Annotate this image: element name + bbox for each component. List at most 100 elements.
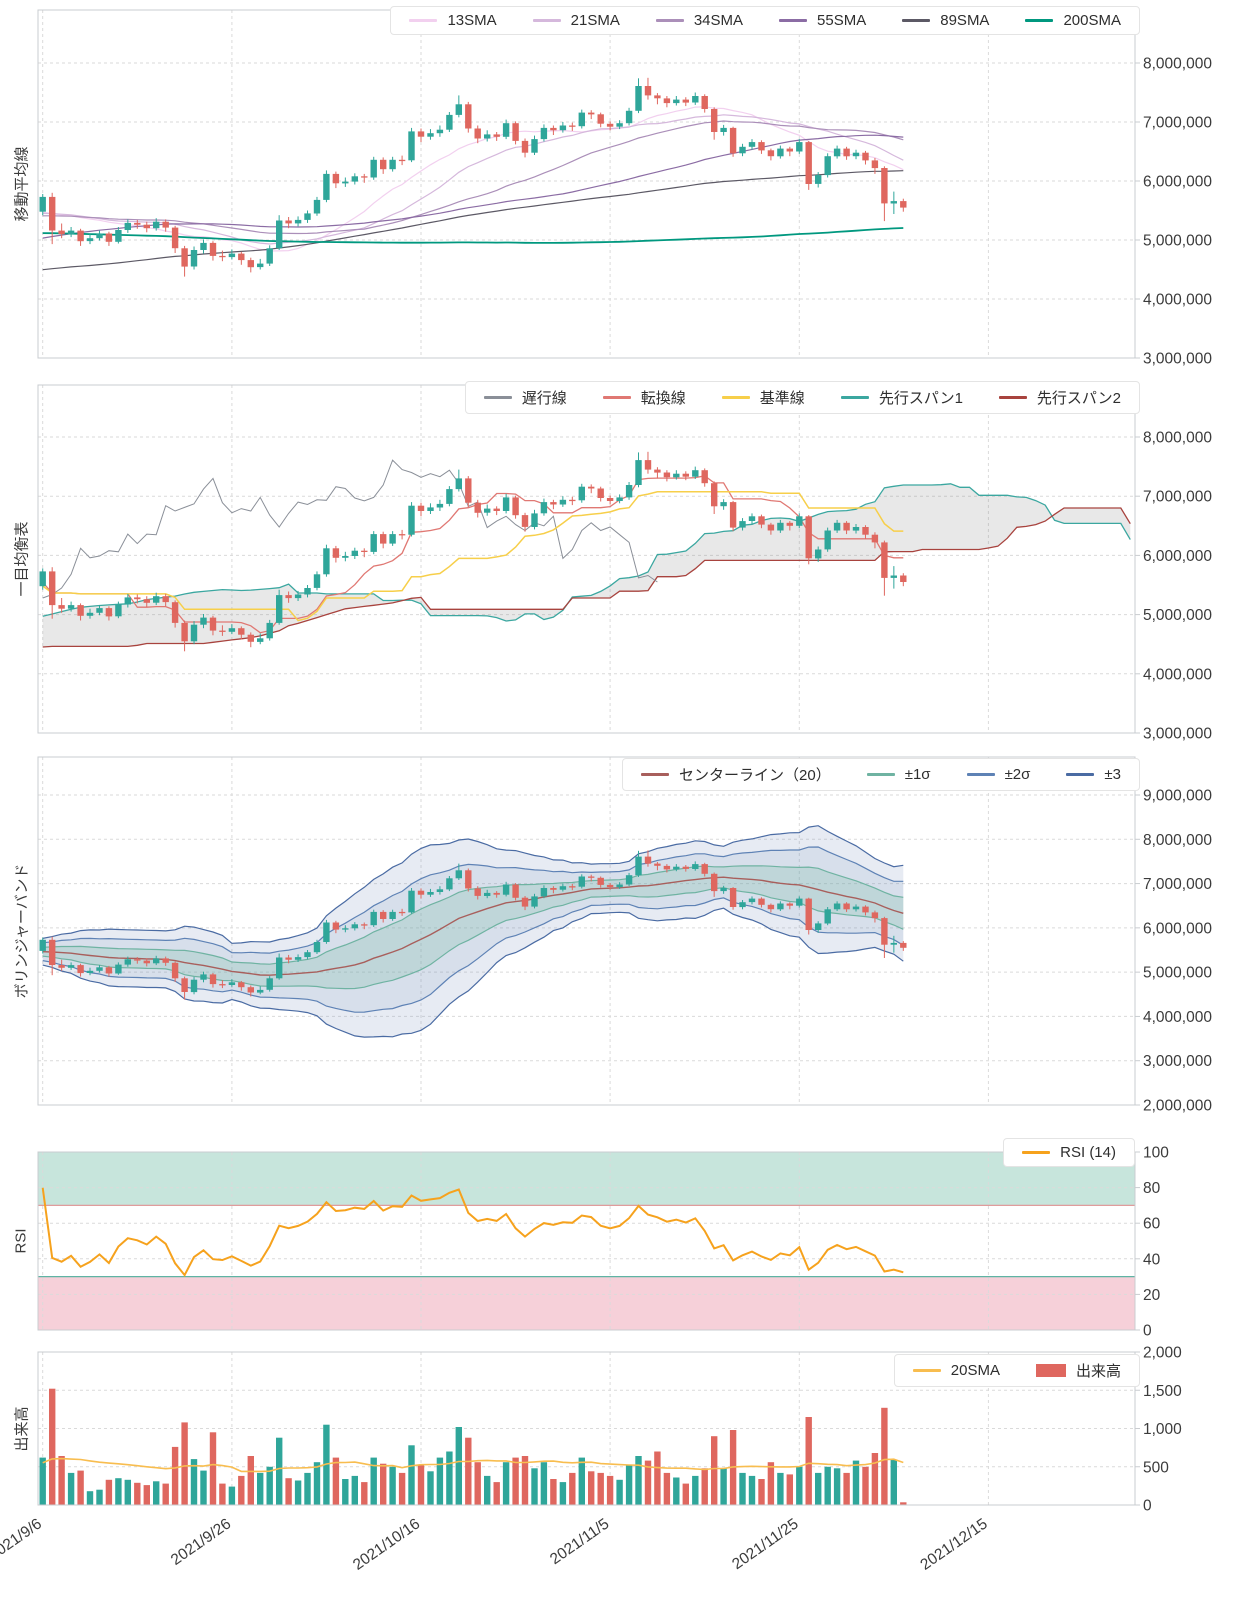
legend-label: ±3: [1104, 766, 1121, 783]
legend-swatch-icon: [532, 19, 561, 22]
legend-swatch-icon: [840, 396, 869, 399]
legend-label: 20SMA: [950, 1362, 1000, 1379]
legend-item[interactable]: 89SMA: [902, 12, 989, 29]
legend-swatch-icon: [721, 396, 750, 399]
legend-swatch-icon: [655, 19, 684, 22]
x-tick-label: 2021/11/25: [729, 1515, 801, 1573]
y-tick-label: 6,000,000: [1143, 548, 1212, 565]
legend-swatch-icon: [1066, 773, 1095, 776]
y-tick-label: 4,000,000: [1143, 292, 1212, 309]
legend-swatch-icon: [902, 19, 931, 22]
legend-swatch-icon: [409, 19, 438, 22]
legend-item[interactable]: 出来高: [1035, 1360, 1121, 1381]
axis-title-rsi: RSI: [12, 1228, 30, 1254]
legend-label: 遅行線: [521, 390, 567, 407]
y-tick-label: 6,000,000: [1143, 920, 1212, 937]
y-tick-label: 0: [1143, 1498, 1152, 1515]
legend-label: RSI (14): [1060, 1144, 1116, 1161]
axis-title-volume: 出来高: [13, 1406, 31, 1452]
legend-label: ±1σ: [904, 766, 931, 783]
y-tick-label: 2,000,000: [1143, 1098, 1212, 1115]
legend-label: 34SMA: [693, 12, 744, 29]
axis-title-moving-averages: 移動平均線: [13, 146, 31, 222]
legend-bollinger: センターライン（20） ±1σ ±2σ ±3: [622, 758, 1140, 791]
x-tick-label: 2021/11/5: [547, 1515, 612, 1568]
y-tick-label: 7,000,000: [1143, 115, 1212, 132]
legend-item[interactable]: 34SMA: [655, 12, 744, 29]
y-tick-label: 4,000,000: [1143, 666, 1212, 683]
x-tick-label: 2021/12/15: [917, 1515, 990, 1573]
legend-ichimoku: 遅行線 転換線 基準線 先行スパン1 先行スパン2: [464, 381, 1140, 414]
legend-label: 13SMA: [447, 12, 497, 29]
legend-label: センターライン（20）: [679, 767, 831, 784]
panel-volume: 2,000 1,500 1,000 500 0 2021/9/6 2021/9/26 2021…: [0, 1342, 1249, 1600]
legend-item[interactable]: 13SMA: [409, 12, 497, 29]
y-tick-label: 80: [1143, 1180, 1161, 1197]
legend-item[interactable]: 先行スパン2: [998, 387, 1121, 408]
axis-title-ichimoku: 一目均衡表: [13, 521, 31, 597]
legend-label: ±2σ: [1004, 766, 1031, 783]
legend-swatch-icon: [966, 773, 995, 776]
legend-label: 55SMA: [817, 12, 867, 29]
legend-label: 21SMA: [570, 12, 620, 29]
y-tick-label: 8,000,000: [1143, 56, 1212, 73]
legend-item[interactable]: 55SMA: [779, 12, 866, 29]
legend-item[interactable]: RSI (14): [1022, 1144, 1116, 1161]
panel-rsi: 100 80 60 40 20 0 RSI RSI (14): [0, 1122, 1249, 1342]
legend-swatch-icon: [1035, 1364, 1066, 1377]
legend-item[interactable]: 遅行線: [483, 387, 567, 408]
y-tick-label: 5,000,000: [1143, 607, 1212, 624]
moving-averages-chart[interactable]: 8,000,000 7,000,000 6,000,000 5,000,000 4,00…: [0, 0, 1249, 375]
legend-rsi: RSI (14): [1003, 1138, 1135, 1167]
y-tick-label: 0: [1143, 1323, 1152, 1340]
legend-swatch-icon: [1025, 19, 1054, 22]
ichimoku-chart[interactable]: 8,000,000 7,000,000 6,000,000 5,000,000 4,00…: [0, 375, 1249, 745]
legend-item[interactable]: 基準線: [721, 387, 805, 408]
legend-item[interactable]: 20SMA: [912, 1362, 1000, 1379]
legend-item[interactable]: ±2σ: [966, 766, 1031, 783]
volume-chart[interactable]: 2,000 1,500 1,000 500 0 2021/9/6 2021/9/26 2021…: [0, 1342, 1249, 1600]
legend-label: 出来高: [1075, 1363, 1121, 1380]
y-tick-label: 40: [1143, 1251, 1161, 1268]
axis-title-bollinger: ボリンジャーバンド: [13, 863, 31, 999]
legend-item[interactable]: 先行スパン1: [840, 387, 963, 408]
panel-ichimoku: 8,000,000 7,000,000 6,000,000 5,000,000 4,00…: [0, 375, 1249, 745]
y-tick-label: 5,000,000: [1143, 965, 1212, 982]
y-tick-label: 5,000,000: [1143, 233, 1212, 250]
y-tick-label: 100: [1143, 1145, 1169, 1162]
panel-moving-averages: 8,000,000 7,000,000 6,000,000 5,000,000 4,00…: [0, 0, 1249, 375]
legend-item[interactable]: ±3: [1066, 766, 1121, 783]
legend-swatch-icon: [602, 396, 631, 399]
y-tick-label: 1,500: [1143, 1383, 1182, 1400]
legend-swatch-icon: [779, 19, 808, 22]
bollinger-chart[interactable]: 9,000,000 8,000,000 7,000,000 6,000,000 5,00…: [0, 745, 1249, 1122]
y-tick-label: 3,000,000: [1143, 351, 1212, 368]
x-tick-label: 2021/9/6: [0, 1515, 45, 1564]
legend-item[interactable]: 200SMA: [1025, 12, 1121, 29]
legend-label: 先行スパン2: [1036, 390, 1121, 407]
y-tick-label: 8,000,000: [1143, 832, 1212, 849]
y-tick-label: 3,000,000: [1143, 726, 1212, 743]
legend-label: 先行スパン1: [878, 390, 963, 407]
legend-moving-averages: 13SMA 21SMA 34SMA 55SMA 89SMA 200SMA: [390, 6, 1140, 35]
y-tick-label: 500: [1143, 1459, 1169, 1476]
legend-item[interactable]: 21SMA: [532, 12, 620, 29]
legend-label: 89SMA: [940, 12, 990, 29]
y-tick-label: 60: [1143, 1216, 1161, 1233]
rsi-chart[interactable]: 100 80 60 40 20 0: [0, 1122, 1249, 1342]
legend-swatch-icon: [1022, 1151, 1051, 1154]
y-tick-label: 1,000: [1143, 1421, 1182, 1438]
y-tick-label: 4,000,000: [1143, 1009, 1212, 1026]
y-tick-label: 7,000,000: [1143, 876, 1212, 893]
legend-label: 転換線: [640, 390, 686, 407]
legend-item[interactable]: センターライン（20）: [641, 764, 831, 785]
x-tick-label: 2021/10/16: [350, 1515, 423, 1573]
legend-item[interactable]: ±1σ: [866, 766, 931, 783]
legend-volume: 20SMA 出来高: [893, 1354, 1140, 1387]
panel-bollinger: 9,000,000 8,000,000 7,000,000 6,000,000 5,00…: [0, 745, 1249, 1122]
y-tick-label: 9,000,000: [1143, 788, 1212, 805]
y-tick-label: 3,000,000: [1143, 1053, 1212, 1070]
legend-item[interactable]: 転換線: [602, 387, 686, 408]
legend-swatch-icon: [483, 396, 512, 399]
